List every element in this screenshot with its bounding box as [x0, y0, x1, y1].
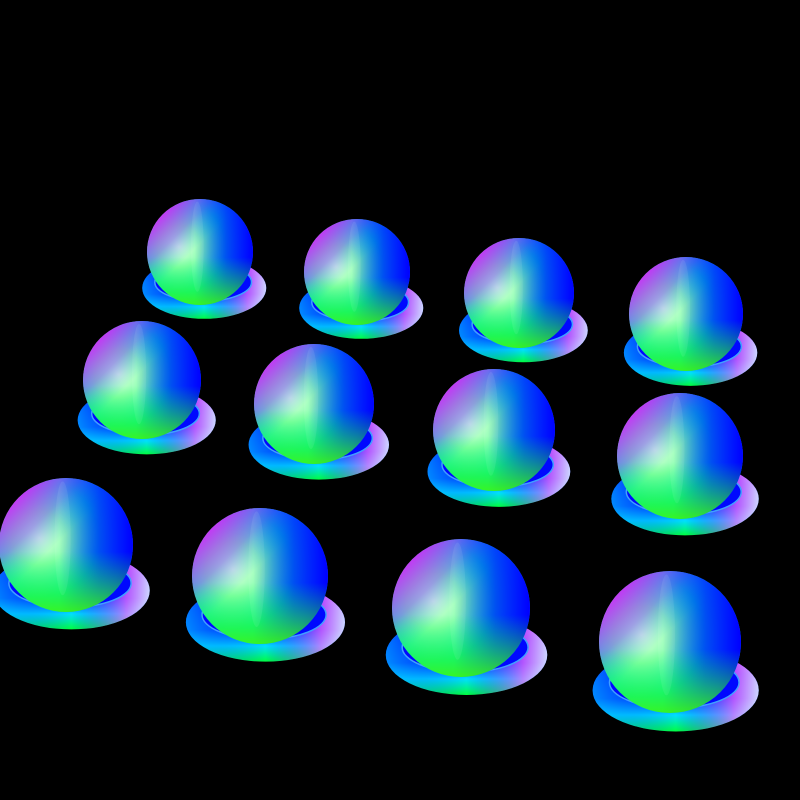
sphere-meridian	[669, 396, 685, 504]
sphere-object	[0, 478, 150, 630]
sphere-meridian	[509, 240, 523, 335]
sphere-bottom-shade	[629, 257, 743, 371]
sphere-bottom-shade	[147, 199, 253, 305]
sphere-bottom-shade	[464, 238, 574, 348]
sphere-meridian	[303, 347, 319, 449]
sphere-meridian	[131, 323, 147, 425]
sphere-object	[77, 321, 216, 455]
sphere-bottom-shade	[433, 369, 555, 491]
sphere-object	[592, 571, 759, 732]
sphere-object	[623, 257, 758, 386]
sphere-object	[299, 219, 424, 339]
sphere-object	[459, 238, 588, 363]
sphere-object	[611, 393, 759, 536]
sphere-bottom-shade	[254, 344, 374, 464]
sphere-object	[185, 508, 345, 662]
object-grid	[0, 199, 759, 732]
sphere-object	[142, 199, 267, 319]
sphere-object	[427, 369, 571, 507]
sphere-bottom-shade	[0, 478, 133, 612]
sphere-bottom-shade	[617, 393, 743, 519]
sphere-meridian	[190, 201, 204, 292]
sphere-meridian	[676, 259, 690, 357]
sphere-meridian	[483, 372, 499, 476]
sphere-meridian	[449, 542, 466, 660]
sphere-object	[385, 539, 548, 695]
sphere-bottom-shade	[83, 321, 201, 439]
sphere-meridian	[657, 574, 675, 696]
sphere-meridian	[54, 481, 71, 596]
sphere-meridian	[347, 221, 361, 312]
sphere-bottom-shade	[599, 571, 741, 713]
sphere-bottom-shade	[392, 539, 530, 677]
sphere-bottom-shade	[192, 508, 328, 644]
sphere-object	[248, 344, 389, 480]
sphere-meridian	[248, 511, 265, 627]
sphere-bottom-shade	[304, 219, 410, 325]
